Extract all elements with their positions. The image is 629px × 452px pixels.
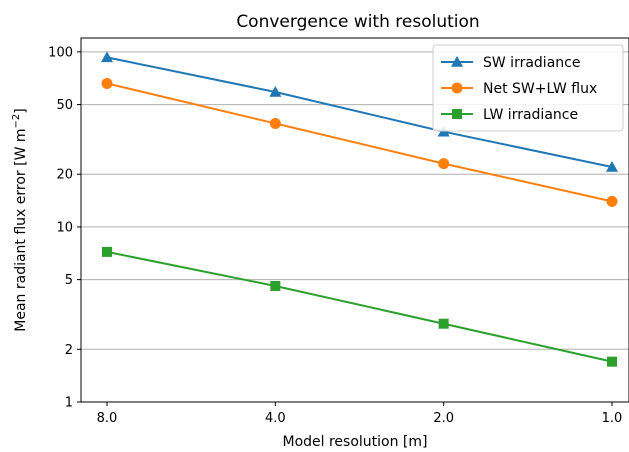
chart-title: Convergence with resolution xyxy=(236,12,479,32)
y-tick-label: 2 xyxy=(65,343,73,358)
gridlines xyxy=(81,51,629,403)
data-point xyxy=(269,85,282,97)
series-square xyxy=(102,246,617,367)
y-tick-label: 1 xyxy=(65,396,73,411)
legend-label: SW irradiance xyxy=(483,55,580,71)
plot-frame xyxy=(80,37,629,403)
data-point xyxy=(438,318,449,329)
data-point xyxy=(269,117,281,129)
series-line xyxy=(106,82,613,203)
legend-label: Net SW+LW flux xyxy=(483,81,597,97)
y-tick-label: 20 xyxy=(56,168,73,183)
y-axis-label-close: ] xyxy=(13,108,29,113)
x-tick-label: 2.0 xyxy=(433,411,454,426)
legend-box xyxy=(432,44,624,132)
x-axis-label: Model resolution [m] xyxy=(283,434,428,450)
data-point xyxy=(102,246,112,257)
legend: SW irradiance Net SW+LW flux LW irradiance xyxy=(432,44,624,132)
y-axis-ticks: 1 2 5 10 20 50 100 xyxy=(48,45,81,411)
y-axis-label-exponent: −2 xyxy=(11,114,22,129)
data-point xyxy=(101,77,113,89)
y-tick-label: 100 xyxy=(48,45,73,60)
series-line xyxy=(106,56,613,168)
x-tick-label: 1.0 xyxy=(602,411,623,426)
legend-marker xyxy=(451,56,463,67)
y-axis-label-main: Mean radiant flux error [W m xyxy=(13,128,29,331)
x-tick-label: 4.0 xyxy=(265,411,286,426)
data-point xyxy=(438,158,450,170)
y-tick-label: 5 xyxy=(65,273,73,288)
data-point xyxy=(607,356,617,367)
y-tick-label: 50 xyxy=(56,98,73,113)
x-axis-ticks: 8.0 4.0 2.0 1.0 xyxy=(97,402,623,426)
series-line xyxy=(106,250,613,363)
data-point xyxy=(606,160,618,172)
x-tick-label: 8.0 xyxy=(97,411,118,426)
data-point xyxy=(606,195,618,207)
data-point xyxy=(270,280,281,291)
series-layer xyxy=(101,51,618,367)
data-point xyxy=(101,51,113,63)
legend-label: LW irradiance xyxy=(483,107,578,123)
legend-marker xyxy=(452,109,462,119)
series-circle xyxy=(101,77,618,207)
y-axis-label: Mean radiant flux error [W m−2] xyxy=(11,108,29,331)
y-tick-label: 10 xyxy=(56,220,73,235)
legend-marker xyxy=(451,82,463,94)
